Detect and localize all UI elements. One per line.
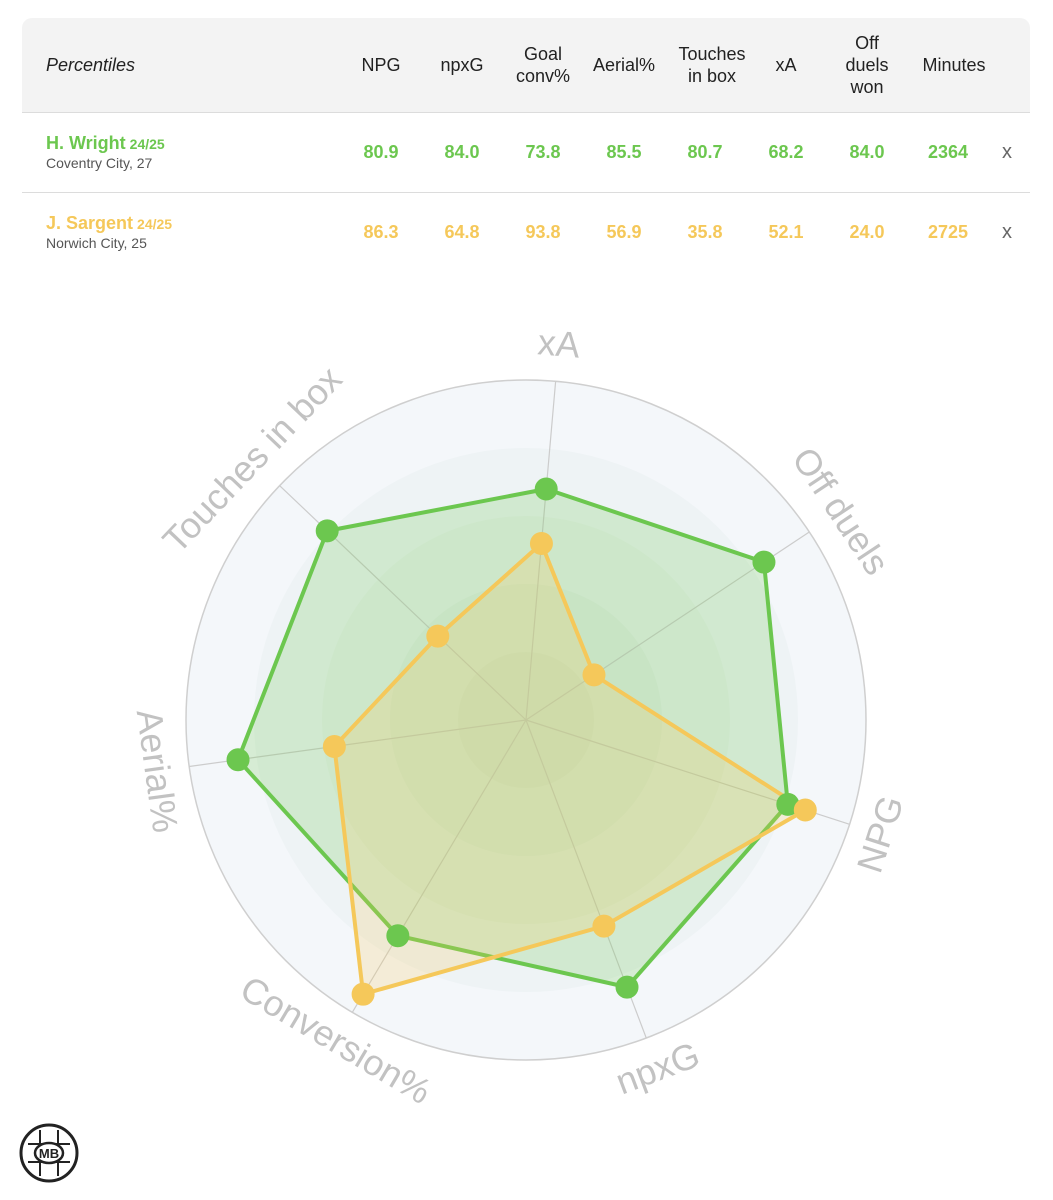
player-info: J. Sargent 24/25 Norwich City, 25 [46,193,172,272]
radar-spoke [351,719,527,1013]
col-header-npg[interactable]: NPG [361,55,401,75]
series-area-0 [236,487,790,990]
player-season: 24/25 [129,136,165,152]
table-header: Percentiles NPG npxG Goal conv% Aerial% … [22,18,1030,113]
percentiles-header: Percentiles [46,55,136,75]
series-0-point[interactable] [752,550,776,574]
series-1-point[interactable] [793,798,817,822]
value-goal-conv: 93.8 [525,222,561,242]
value-off-duels-won: 24.0 [849,222,885,242]
value-aerial: 85.5 [606,142,642,162]
series-0-point[interactable] [386,924,410,948]
value-aerial: 56.9 [606,222,642,242]
col-header-minutes[interactable]: Minutes [922,55,986,75]
series-0-point[interactable] [315,519,339,543]
col-header-npxg[interactable]: npxG [440,55,484,75]
axis-label: NPG [849,791,912,878]
col-header-goal-conv[interactable]: Goal conv% [515,44,571,86]
col-header-xa[interactable]: xA [775,55,797,75]
remove-player-button[interactable]: x [1002,221,1012,243]
series-1-point[interactable] [582,663,606,687]
value-touches-in-box: 35.8 [687,222,723,242]
player-season: 24/25 [137,216,173,232]
value-touches-in-box: 80.7 [687,142,723,162]
value-npxg: 84.0 [444,142,480,162]
value-off-duels-won: 84.0 [849,142,885,162]
series-1-point[interactable] [351,982,375,1006]
col-header-off-duels-won[interactable]: Off duels won [845,33,889,97]
logo-text: MB [39,1146,59,1161]
player-name[interactable]: H. Wright 24/25 [46,133,165,154]
comparison-table: Percentiles NPG npxG Goal conv% Aerial% … [22,18,1030,272]
series-1-point[interactable] [529,532,553,556]
series-0-point[interactable] [534,477,558,501]
radar-chart: xA Off duels NPG npxG Conversion% Aerial% Touc… [0,300,1053,1120]
player-team-age: Norwich City, 25 [46,235,147,251]
value-goal-conv: 73.8 [525,142,561,162]
series-0-point[interactable] [615,975,639,999]
value-npg: 86.3 [363,222,399,242]
value-minutes: 2364 [927,142,969,162]
table-row: H. Wright 24/25 Coventry City, 27 80.9 84… [22,113,1030,193]
col-header-touches-in-box[interactable]: Touches in box [678,44,746,86]
player-name-text: J. Sargent [46,213,134,233]
player-name-text: H. Wright [46,133,126,153]
player-team-age: Coventry City, 27 [46,155,153,171]
series-area-1 [332,541,808,997]
table-row: J. Sargent 24/25 Norwich City, 25 86.3 64… [22,193,1030,272]
series-1-point[interactable] [592,914,616,938]
value-npxg: 64.8 [444,222,480,242]
player-name[interactable]: J. Sargent 24/25 [46,213,172,234]
mb-logo: MB [18,1122,80,1184]
series-0-point[interactable] [226,748,250,772]
value-xa: 52.1 [768,222,804,242]
col-header-aerial[interactable]: Aerial% [592,55,656,75]
player-info: H. Wright 24/25 Coventry City, 27 [46,113,165,192]
value-minutes: 2725 [927,222,969,242]
axis-label: xA [536,321,581,366]
series-1-point[interactable] [322,734,346,758]
axis-label: Aerial% [129,707,187,836]
value-npg: 80.9 [363,142,399,162]
value-xa: 68.2 [768,142,804,162]
series-1-point[interactable] [426,624,450,648]
remove-player-button[interactable]: x [1002,141,1012,163]
